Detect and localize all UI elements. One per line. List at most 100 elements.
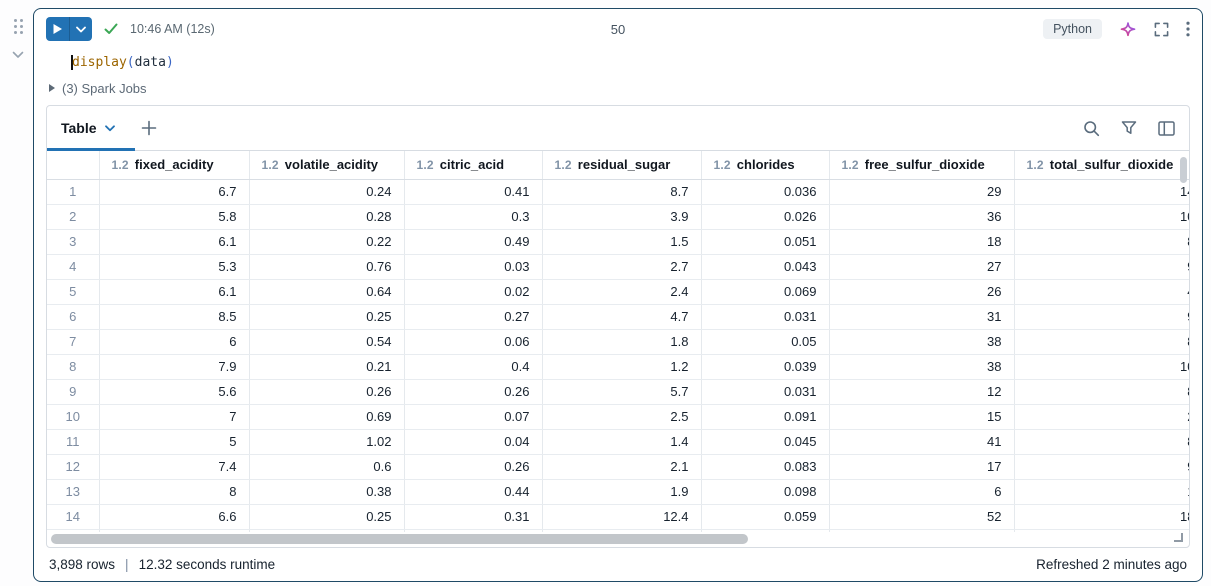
table-cell: 3.9 — [542, 204, 702, 230]
column-header-citric_acid[interactable]: 1.2 citric_acid — [404, 151, 543, 180]
column-name: citric_acid — [439, 157, 505, 173]
table-cell: 8.7 — [542, 179, 702, 205]
table-cell: 1.8 — [542, 329, 702, 355]
table-cell: 15 — [829, 404, 1015, 430]
table-cell: 41 — [829, 429, 1015, 455]
table-cell: 0.69 — [249, 404, 405, 430]
filter-icon[interactable] — [1121, 120, 1137, 136]
table-cell: 9 — [1014, 454, 1189, 480]
results-panel: Table — [46, 105, 1190, 548]
horizontal-scrollbar[interactable] — [47, 532, 1189, 547]
table-cell: 8 — [1014, 379, 1189, 405]
columns-panel-icon[interactable] — [1158, 120, 1175, 136]
cell-menu-kebab-icon[interactable] — [1186, 21, 1190, 37]
table-cell: 8 — [1014, 329, 1189, 355]
column-name: volatile_acidity — [284, 157, 379, 173]
table-cell: 0.26 — [404, 379, 543, 405]
cell-gutter — [6, 18, 30, 59]
search-icon[interactable] — [1083, 120, 1100, 137]
column-name: fixed_acidity — [134, 157, 214, 173]
table-cell: 38 — [829, 329, 1015, 355]
table-cell: 0.41 — [404, 179, 543, 205]
table-cell: 14 — [1014, 179, 1189, 205]
column-header-residual_sugar[interactable]: 1.2 residual_sugar — [542, 151, 702, 180]
numeric-type-icon: 1.2 — [261, 157, 279, 172]
table-cell: 7 — [99, 404, 250, 430]
cell-drag-handle-icon[interactable] — [13, 18, 24, 35]
spark-jobs-toggle[interactable]: (3) Spark Jobs — [34, 75, 1202, 101]
results-table-viewport: 1.2 fixed_acidity 1.2 volatile_acidity 1.2 ci… — [47, 151, 1189, 532]
language-selector[interactable]: Python — [1043, 19, 1102, 39]
column-header-fixed_acidity[interactable]: 1.2 fixed_acidity — [99, 151, 250, 180]
table-cell: 5.3 — [99, 254, 250, 280]
horizontal-scrollbar-thumb[interactable] — [51, 534, 748, 544]
row-number: 5 — [47, 279, 100, 305]
table-cell: 8 — [1014, 229, 1189, 255]
code-token-paren-close: ) — [165, 54, 174, 70]
table-cell: 1 — [1014, 479, 1189, 505]
row-number: 3 — [47, 229, 100, 255]
table-cell: 0.6 — [249, 454, 405, 480]
numeric-type-icon: 1.2 — [554, 157, 572, 172]
resize-handle[interactable] — [1174, 533, 1183, 542]
table-cell: 0.44 — [404, 479, 543, 505]
column-header-total_sulfur_dioxide[interactable]: 1.2 total_sulfur_dioxide — [1014, 151, 1189, 180]
table-cell: 0.031 — [701, 304, 830, 330]
table-cell: 2 — [1014, 404, 1189, 430]
table-cell: 0.043 — [701, 254, 830, 280]
active-tab-underline — [47, 148, 135, 151]
vertical-scrollbar[interactable] — [1180, 157, 1187, 183]
table-cell: 0.54 — [249, 329, 405, 355]
table-cell: 0.03 — [404, 254, 543, 280]
numeric-type-icon: 1.2 — [841, 157, 859, 172]
play-icon[interactable] — [46, 17, 69, 41]
cell-collapse-chevron-icon[interactable] — [12, 51, 24, 59]
table-cell: 26 — [829, 279, 1015, 305]
run-button[interactable] — [46, 17, 92, 41]
table-cell: 0.3 — [404, 204, 543, 230]
tab-options-chevron-icon[interactable] — [104, 124, 115, 132]
table-cell: 0.49 — [404, 229, 543, 255]
table-cell: 29 — [829, 179, 1015, 205]
table-cell: 0.083 — [701, 454, 830, 480]
tab-table[interactable]: Table — [61, 120, 115, 136]
table-cell: 2.5 — [542, 404, 702, 430]
table-cell: 52 — [829, 504, 1015, 530]
table-cell: 2.7 — [542, 254, 702, 280]
expand-fullscreen-icon[interactable] — [1154, 22, 1169, 37]
table-cell: 0.091 — [701, 404, 830, 430]
code-token-argument: data — [134, 54, 166, 70]
table-cell: 6 — [829, 479, 1015, 505]
code-editor[interactable]: display(data) — [34, 49, 1202, 75]
table-cell: 6.7 — [99, 179, 250, 205]
table-cell: 5.7 — [542, 379, 702, 405]
row-number-header — [47, 151, 100, 180]
table-cell: 0.25 — [249, 504, 405, 530]
row-number: 4 — [47, 254, 100, 280]
table-cell: 9 — [1014, 254, 1189, 280]
table-cell: 2.4 — [542, 279, 702, 305]
footer-separator: | — [125, 557, 129, 572]
table-cell: 1.9 — [542, 479, 702, 505]
column-header-volatile_acidity[interactable]: 1.2 volatile_acidity — [249, 151, 405, 180]
table-cell — [1014, 529, 1189, 532]
column-header-free_sulfur_dioxide[interactable]: 1.2 free_sulfur_dioxide — [829, 151, 1015, 180]
code-token-paren-open: ( — [126, 54, 135, 70]
table-cell: 0.05 — [701, 329, 830, 355]
run-options-chevron-icon[interactable] — [70, 17, 93, 41]
table-cell: 8.5 — [99, 304, 250, 330]
table-cell: 6 — [99, 329, 250, 355]
table-cell — [404, 529, 543, 532]
numeric-type-icon: 1.2 — [416, 157, 434, 172]
table-cell: 0.27 — [404, 304, 543, 330]
assistant-sparkle-icon[interactable] — [1119, 20, 1137, 38]
add-visualization-button[interactable] — [141, 120, 157, 136]
table-cell: 0.059 — [701, 504, 830, 530]
column-header-chlorides[interactable]: 1.2 chlorides — [701, 151, 830, 180]
table-cell — [47, 529, 100, 532]
table-cell: 12 — [829, 379, 1015, 405]
table-row: 16.70.240.418.70.0362914 — [47, 179, 1189, 205]
